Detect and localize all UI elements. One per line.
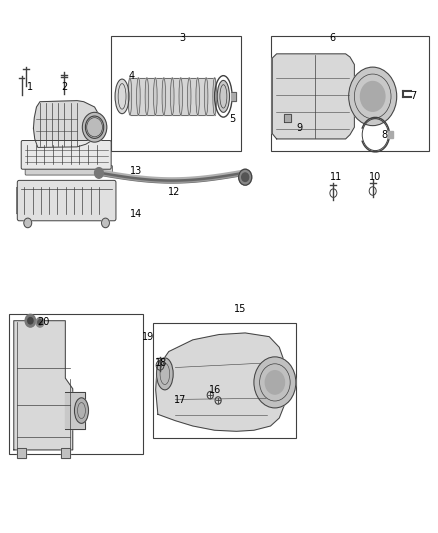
Ellipse shape [115, 79, 129, 114]
Text: 10: 10 [369, 172, 381, 182]
Ellipse shape [187, 78, 191, 115]
Circle shape [36, 318, 44, 327]
Circle shape [349, 67, 397, 126]
Ellipse shape [74, 398, 88, 423]
Ellipse shape [217, 80, 230, 112]
Circle shape [82, 112, 107, 142]
Text: 12: 12 [168, 187, 180, 197]
Text: 11: 11 [330, 172, 342, 182]
Circle shape [28, 318, 33, 324]
Text: 7: 7 [410, 91, 417, 101]
Text: 2: 2 [61, 82, 67, 92]
Bar [388, 132, 393, 138]
Ellipse shape [179, 78, 183, 115]
Bar [231, 92, 236, 101]
Text: 15: 15 [234, 304, 246, 314]
Text: 17: 17 [173, 395, 186, 406]
Circle shape [95, 167, 103, 178]
Circle shape [265, 370, 285, 394]
Ellipse shape [196, 78, 199, 115]
FancyBboxPatch shape [25, 165, 113, 175]
Text: 18: 18 [155, 358, 167, 368]
Text: 14: 14 [130, 209, 142, 220]
Bar [17, 448, 26, 458]
Ellipse shape [213, 78, 216, 115]
Circle shape [38, 320, 42, 325]
Polygon shape [155, 333, 285, 431]
Bar [61, 448, 70, 458]
Bar [284, 115, 291, 122]
Ellipse shape [162, 78, 166, 115]
Ellipse shape [137, 78, 140, 115]
Text: 8: 8 [381, 130, 387, 140]
Circle shape [102, 218, 110, 228]
FancyBboxPatch shape [21, 141, 111, 169]
Bar [271, 36, 428, 151]
Ellipse shape [128, 78, 132, 115]
Text: 20: 20 [37, 317, 49, 327]
FancyBboxPatch shape [16, 187, 21, 214]
Polygon shape [33, 101, 101, 148]
Text: 6: 6 [329, 33, 336, 43]
Text: 5: 5 [229, 114, 235, 124]
Ellipse shape [156, 358, 173, 390]
Text: 13: 13 [130, 166, 142, 176]
Ellipse shape [170, 78, 174, 115]
Bar [61, 448, 70, 458]
Bar [130, 78, 215, 115]
Circle shape [24, 218, 32, 228]
Text: 9: 9 [297, 123, 303, 133]
Bar [65, 392, 85, 429]
Circle shape [242, 173, 249, 181]
Text: 3: 3 [179, 33, 185, 43]
FancyBboxPatch shape [17, 180, 116, 221]
Ellipse shape [205, 78, 208, 115]
Text: 4: 4 [129, 71, 135, 81]
Text: 16: 16 [208, 385, 221, 395]
Bar [17, 448, 26, 458]
Text: 19: 19 [142, 332, 154, 342]
Polygon shape [272, 54, 354, 139]
Ellipse shape [154, 78, 157, 115]
Bar [152, 324, 296, 438]
Bar [9, 314, 143, 454]
Circle shape [254, 357, 296, 408]
Circle shape [239, 169, 252, 185]
Polygon shape [14, 321, 73, 450]
Bar [111, 36, 241, 151]
Ellipse shape [145, 78, 148, 115]
Circle shape [25, 314, 35, 327]
Text: 1: 1 [27, 82, 33, 92]
Circle shape [360, 82, 385, 111]
